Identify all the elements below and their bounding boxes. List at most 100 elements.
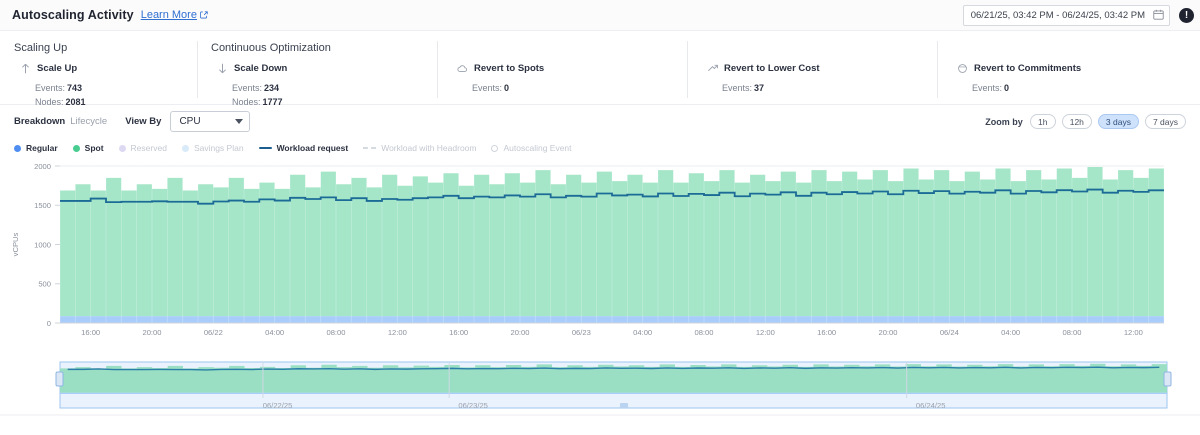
metric-title-scale-up: Scale Up [14,63,183,74]
metric-label: Events: [972,83,1003,93]
legend-ring-icon [491,144,499,152]
navigator-scroll-handle[interactable] [620,403,628,408]
zoom-chip-7-days[interactable]: 7 days [1144,114,1186,129]
metric-row: Events: 743 [35,81,183,95]
legend-dot-icon [72,144,80,152]
legend-item-spot[interactable]: Spot [72,143,104,153]
external-link-icon [200,10,208,22]
card-group-title-continuous-optimization: Continuous Optimization [211,42,331,54]
spot-cloud-icon [457,63,468,74]
learn-more-link[interactable]: Learn More [141,9,208,22]
legend-label: Workload request [276,143,349,153]
legend-line-icon [258,146,272,150]
metric-rows-scale-up: Events: 743 Nodes: 2081 [14,81,183,109]
svg-text:2000: 2000 [34,162,51,171]
legend-item-regular[interactable]: Regular [14,143,58,153]
legend-dashed-line-icon [363,147,377,149]
metric-row: Events: 234 [232,81,423,95]
legend-label: Workload with Headroom [381,143,477,153]
metric-name: Revert to Spots [474,63,545,74]
svg-text:08:00: 08:00 [694,328,713,337]
date-range-control: 06/21/25, 03:42 PM - 06/24/25, 03:42 PM [962,5,1170,26]
metric-name: Revert to Commitments [974,63,1082,74]
legend-item-workload-with-headroom[interactable]: Workload with Headroom [363,143,476,153]
learn-more-label: Learn More [140,8,197,21]
card-revert-to-commitments: . Revert to Commitments Events:0 [937,35,1200,104]
svg-text:1000: 1000 [34,240,51,249]
view-by-selected-value: CPU [179,116,201,127]
breakdown-label: Breakdown [14,116,66,127]
lower-cost-arrow-icon [707,63,718,74]
svg-text:04:00: 04:00 [265,328,284,337]
svg-text:12:00: 12:00 [756,328,775,337]
breakdown-value[interactable]: Lifecycle [70,116,108,127]
chart-navigator[interactable]: 06/22/25 06/23/25 06/24/25 [0,358,1200,416]
metric-name: Revert to Lower Cost [724,63,820,74]
legend-label: Reserved [130,143,167,153]
svg-text:16:00: 16:00 [817,328,836,337]
svg-text:0: 0 [47,319,51,328]
metric-row: Events: 0 [472,81,673,95]
metric-label: Events: [232,83,263,93]
navigator-left-handle[interactable] [55,371,64,387]
svg-text:500: 500 [38,280,51,289]
legend-label: Spot [84,143,104,153]
legend-dot-icon [118,144,126,152]
chart-svg: 0 500 1000 1500 2000 vCPUs 16:00 20:00 06/22 04:0… [11,162,1165,337]
svg-text:16:00: 16:00 [81,328,100,337]
zoom-by-label: Zoom by [985,116,1023,127]
metric-label: Nodes: [232,97,261,107]
metric-row: Nodes: 1777 [232,95,423,109]
metric-title-scale-down: Scale Down [211,63,423,74]
chevron-down-icon [235,119,244,124]
stats-cards: Scaling Up Scale Up Events: 743 Nodes: 208… [0,31,1200,107]
navigator-right-handle[interactable] [1163,371,1172,387]
legend-item-workload-request[interactable]: Workload request [258,143,349,153]
svg-text:12:00: 12:00 [388,328,407,337]
info-icon[interactable]: ! [1179,8,1194,23]
page-title: Autoscaling Activity [12,8,134,22]
chart-controls: Breakdown Lifecycle View By CPU Zoom by … [0,105,1200,138]
arrow-up-icon [20,63,31,74]
legend-item-savings-plan[interactable]: Savings Plan [181,143,244,153]
zoom-chip-1h[interactable]: 1h [1029,114,1056,129]
metric-value: 234 [264,83,280,93]
metric-value: 743 [67,83,83,93]
view-by-label: View By [125,116,162,127]
legend-item-autoscaling-event[interactable]: Autoscaling Event [491,143,572,153]
page-header: Autoscaling Activity Learn More 06/21/25… [0,0,1200,31]
svg-text:20:00: 20:00 [878,328,897,337]
metric-label: Events: [472,83,503,93]
metric-title-revert-to-spots: Revert to Spots [451,63,673,74]
svg-text:20:00: 20:00 [142,328,161,337]
zoom-chip-3-days[interactable]: 3 days [1097,114,1139,129]
metric-rows-scale-down: Events: 234 Nodes: 1777 [211,81,423,109]
zoom-chip-12h[interactable]: 12h [1061,114,1092,129]
svg-text:06/23: 06/23 [572,328,591,337]
view-by-select[interactable]: CPU [170,111,251,132]
metric-label: Events: [35,83,66,93]
metric-title-revert-to-lower-cost: Revert to Lower Cost [701,63,923,74]
svg-text:06/22/25: 06/22/25 [263,401,293,410]
metric-name: Scale Down [234,63,288,74]
date-range-value: 06/21/25, 03:42 PM - 06/24/25, 03:42 PM [970,10,1145,21]
legend-dot-icon [181,144,189,152]
metric-value: 2081 [65,97,86,107]
legend-item-reserved[interactable]: Reserved [118,143,167,153]
svg-text:04:00: 04:00 [633,328,652,337]
date-range-picker[interactable]: 06/21/25, 03:42 PM - 06/24/25, 03:42 PM [962,5,1170,26]
autoscaling-chart[interactable]: 0 500 1000 1500 2000 vCPUs 16:00 20:00 06/22 04:0… [0,158,1200,358]
card-group-title-scaling-up: Scaling Up [14,42,68,54]
card-scale-down: Continuous Optimization Scale Down Event… [197,35,437,107]
svg-text:06/24: 06/24 [940,328,959,337]
svg-text:08:00: 08:00 [1062,328,1081,337]
legend-label: Autoscaling Event [503,143,572,153]
svg-text:20:00: 20:00 [510,328,529,337]
svg-text:06/23/25: 06/23/25 [458,401,488,410]
svg-text:12:00: 12:00 [1124,328,1143,337]
calendar-icon [1153,9,1164,23]
metric-rows-revert-to-spots: Events: 0 [451,81,673,95]
svg-text:08:00: 08:00 [326,328,345,337]
card-scale-up: Scaling Up Scale Up Events: 743 Nodes: 208… [0,35,197,107]
zoom-by-group: Zoom by 1h 12h 3 days 7 days [985,105,1186,138]
